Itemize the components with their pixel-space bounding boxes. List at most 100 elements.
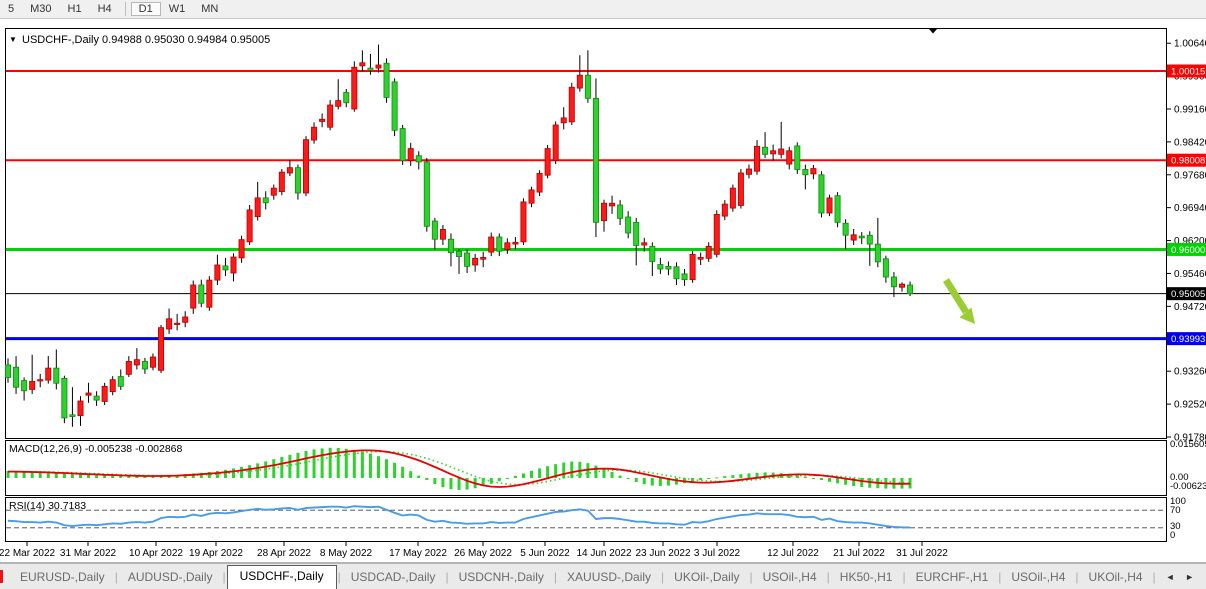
candle-body [408, 149, 413, 161]
candle-body [730, 188, 735, 208]
candle-body [320, 119, 325, 121]
tab-scroll-arrows-icon[interactable]: ◄ ► [1166, 572, 1206, 582]
macd-histogram-bar [659, 478, 662, 486]
candle-body [883, 259, 888, 277]
date-tick-label: 5 Jun 2022 [520, 548, 570, 559]
chart-tab-ukoil-h4[interactable]: UKOil-,H4 [1080, 566, 1152, 588]
macd-histogram-bar [417, 476, 420, 478]
chart-canvas[interactable]: 1.006400.999000.991600.984200.976800.969… [0, 18, 1206, 563]
candle-body [577, 75, 582, 88]
candle-body [795, 146, 800, 170]
chart-tab-xauusd-daily[interactable]: XAUUSD-,Daily [558, 566, 660, 588]
chart-tab-usoil-h4[interactable]: USOil-,H4 [754, 566, 826, 588]
macd-histogram-bar [699, 478, 702, 480]
macd-histogram-bar [562, 463, 565, 478]
candle-body [62, 378, 67, 418]
price-level-label-text: 0.93993 [1171, 334, 1205, 345]
price-level-label-text: 0.95005 [1171, 289, 1205, 300]
macd-histogram-bar [304, 451, 307, 478]
candle-body [255, 198, 260, 217]
candle-body [529, 190, 534, 203]
candle-body [336, 101, 341, 107]
candle-body [102, 386, 107, 401]
candle-body [352, 67, 357, 109]
symbol-dropdown-icon[interactable]: ▼ [9, 35, 17, 44]
candle-body [311, 127, 316, 140]
timeframe-button-mn[interactable]: MN [193, 2, 226, 16]
macd-histogram-bar [611, 472, 614, 478]
chart-tab-usoil-h4[interactable]: USOil-,H4 [1002, 566, 1074, 588]
candle-body [183, 317, 188, 322]
candle-body [247, 210, 252, 242]
candle-body [424, 162, 429, 226]
chart-tab-eurchf-h1[interactable]: EURCHF-,H1 [907, 566, 998, 588]
macd-histogram-bar [820, 478, 823, 480]
candle-body [762, 147, 767, 154]
candle-body [94, 396, 99, 400]
chart-tab-audusd-daily[interactable]: AUDUSD-,Daily [119, 566, 222, 588]
macd-histogram-bar [296, 453, 299, 478]
candle-body [360, 63, 365, 66]
candle-body [642, 243, 647, 245]
macd-histogram-bar [288, 455, 291, 478]
chart-title: ▼USDCHF-,Daily 0.94988 0.95030 0.94984 0… [9, 34, 270, 46]
candle-body [521, 202, 526, 242]
date-tick-label: 22 Mar 2022 [0, 548, 56, 559]
timeframe-button-h1[interactable]: H1 [60, 2, 90, 16]
macd-label: MACD(12,26,9) -0.005238 -0.002868 [9, 443, 183, 455]
macd-histogram-bar [425, 478, 428, 480]
candle-body [432, 221, 437, 239]
chart-tab-ukoil-daily[interactable]: UKOil-,Daily [665, 566, 748, 588]
candle-body [658, 265, 663, 269]
macd-histogram-bar [602, 469, 605, 478]
candle-body [851, 235, 856, 240]
candle-body [191, 285, 196, 308]
macd-histogram-bar [506, 478, 509, 479]
candle-body [263, 198, 268, 203]
rsi-panel[interactable] [6, 498, 1167, 542]
candle-body [513, 242, 518, 244]
timeframe-button-d1[interactable]: D1 [131, 2, 161, 16]
candle-body [569, 87, 574, 122]
candle-body [601, 203, 606, 220]
candle-body [38, 380, 43, 381]
candle-body [593, 98, 598, 222]
macd-histogram-bar [401, 467, 404, 478]
candle-body [118, 377, 123, 387]
timeframe-button-m30[interactable]: M30 [22, 2, 59, 16]
candle-body [891, 277, 896, 287]
timeframe-button-h4[interactable]: H4 [90, 2, 120, 16]
candle-body [416, 156, 421, 162]
candle-body [481, 257, 486, 259]
chart-tab-usdcad-daily[interactable]: USDCAD-,Daily [342, 566, 445, 588]
price-axis[interactable]: 1.006400.999000.991600.984200.976800.969… [1166, 39, 1206, 444]
candle-body [674, 267, 679, 279]
date-tick-label: 31 Jul 2022 [896, 548, 948, 559]
candle-body [666, 266, 671, 269]
chart-tab-eurusd-daily[interactable]: EURUSD-,Daily [11, 566, 114, 588]
date-tick-label: 10 Apr 2022 [129, 548, 183, 559]
candle-body [199, 285, 204, 303]
candle-body [650, 246, 655, 261]
macd-histogram-bar [409, 471, 412, 478]
timeframe-button-w1[interactable]: W1 [161, 2, 194, 16]
chart-tab-usdcnh-daily[interactable]: USDCNH-,Daily [450, 566, 553, 588]
timeframe-button-5[interactable]: 5 [0, 2, 22, 16]
chart-tab-hk50-h1[interactable]: HK50-,H1 [831, 566, 902, 588]
candle-body [239, 240, 244, 258]
candle-body [271, 188, 276, 195]
chart-tab-usdchf-daily[interactable]: USDCHF-,Daily [227, 565, 337, 589]
candle-body [827, 198, 832, 213]
price-level-label-0.98008: 0.98008 [1167, 154, 1206, 167]
candle-body [440, 229, 445, 239]
candle-body [150, 357, 155, 367]
candle-body [754, 146, 759, 171]
macd-histogram-bar [498, 478, 501, 481]
macd-histogram-bar [723, 476, 726, 478]
